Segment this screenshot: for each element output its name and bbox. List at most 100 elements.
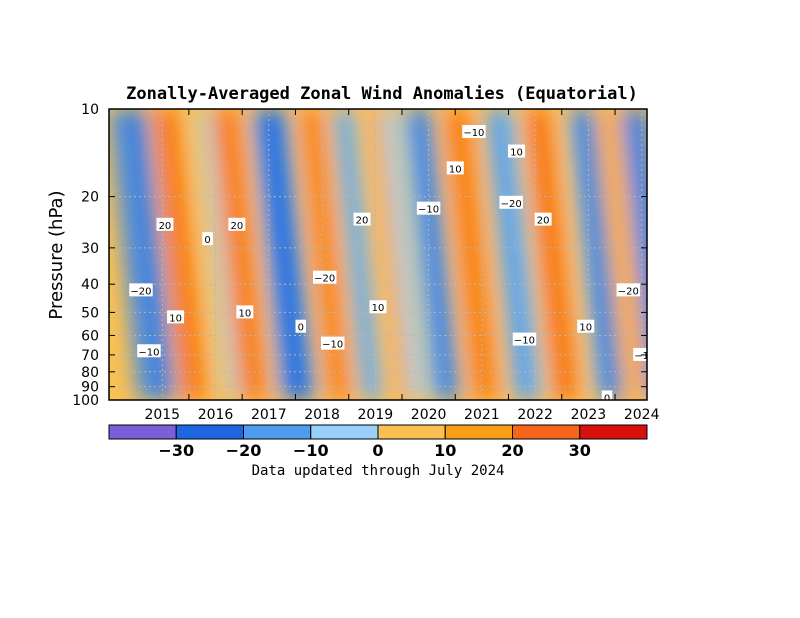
contour-label: 10 bbox=[236, 305, 254, 319]
colorbar-tick-label: 10 bbox=[434, 441, 456, 460]
svg-text:10: 10 bbox=[372, 303, 385, 314]
anomaly-band bbox=[487, 109, 538, 400]
svg-text:20: 20 bbox=[356, 216, 369, 227]
contour-label: 0 bbox=[295, 319, 307, 334]
contour-label: −10 bbox=[462, 125, 486, 139]
x-tick-label: 2019 bbox=[358, 407, 394, 423]
y-tick-label: 50 bbox=[81, 305, 99, 321]
svg-text:−10: −10 bbox=[514, 336, 535, 347]
anomaly-band bbox=[380, 109, 424, 400]
y-tick-label: 70 bbox=[81, 348, 99, 364]
contour-label: 0 bbox=[601, 390, 613, 404]
colorbar-tick-label: 30 bbox=[569, 441, 591, 460]
x-tick-label: 2016 bbox=[198, 407, 234, 423]
colorbar-tick-label: 0 bbox=[372, 441, 383, 460]
anomaly-band bbox=[411, 109, 453, 400]
anomaly-band bbox=[156, 109, 203, 400]
gridlines bbox=[109, 109, 647, 400]
plot-frame bbox=[108, 108, 648, 401]
svg-text:−10: −10 bbox=[418, 205, 439, 216]
colorbar-tick-label: −30 bbox=[158, 441, 194, 460]
y-tick-label: 100 bbox=[72, 393, 99, 409]
contour-label: 20 bbox=[534, 212, 552, 227]
colorbar-swatch bbox=[579, 424, 648, 440]
anomaly-band bbox=[218, 109, 262, 400]
svg-text:−20: −20 bbox=[618, 286, 639, 297]
svg-text:20: 20 bbox=[537, 216, 550, 227]
contour-label: 10 bbox=[167, 310, 185, 324]
x-axis-ticks: 2015 2016 2017 2018 2019 2020 2021 2022 2023 2024 bbox=[144, 109, 660, 423]
x-tick-label: 2018 bbox=[304, 407, 340, 423]
contour-label: −10 bbox=[416, 201, 441, 216]
anomaly-band bbox=[601, 109, 647, 400]
colorbar-tick-label: −10 bbox=[293, 441, 329, 460]
contour-label: −1 bbox=[633, 347, 649, 362]
svg-text:−20: −20 bbox=[314, 274, 335, 285]
svg-text:10: 10 bbox=[579, 323, 592, 334]
x-tick-label: 2017 bbox=[251, 407, 287, 423]
contour-label: 10 bbox=[507, 144, 525, 159]
contour-label: −10 bbox=[512, 332, 537, 347]
svg-text:10: 10 bbox=[449, 164, 462, 175]
anomaly-band bbox=[305, 109, 347, 400]
x-tick-label: 2021 bbox=[464, 407, 500, 423]
contour-label: 0 bbox=[202, 232, 213, 246]
anomaly-band bbox=[198, 109, 237, 400]
anomaly-band bbox=[449, 109, 493, 400]
x-tick-label: 2024 bbox=[624, 407, 660, 423]
svg-text:0: 0 bbox=[604, 393, 610, 404]
svg-text:−10: −10 bbox=[463, 128, 484, 139]
x-tick-label: 2023 bbox=[571, 407, 607, 423]
colorbar-tick-label: −20 bbox=[226, 441, 262, 460]
contour-label: −10 bbox=[320, 336, 345, 351]
y-tick-label: 90 bbox=[81, 380, 99, 396]
colorbar: −30 −20 −10 0 10 20 30 bbox=[108, 424, 648, 460]
data-update-note: Data updated through July 2024 bbox=[252, 463, 505, 479]
contour-label: 20 bbox=[156, 217, 174, 232]
contour-label: −20 bbox=[499, 195, 523, 210]
svg-text:0: 0 bbox=[204, 235, 210, 246]
svg-text:−1: −1 bbox=[634, 351, 649, 362]
colorbar-swatch bbox=[243, 424, 312, 440]
colorbar-swatch bbox=[310, 424, 379, 440]
x-tick-label: 2015 bbox=[144, 407, 180, 423]
x-tick-label: 2022 bbox=[517, 407, 553, 423]
colorbar-swatch bbox=[444, 424, 513, 440]
svg-text:20: 20 bbox=[230, 221, 243, 232]
svg-text:−20: −20 bbox=[501, 199, 522, 210]
chart-title: Zonally-Averaged Zonal Wind Anomalies (E… bbox=[126, 84, 638, 104]
svg-text:−10: −10 bbox=[322, 340, 343, 351]
colorbar-swatch bbox=[512, 424, 581, 440]
svg-text:0: 0 bbox=[298, 323, 304, 334]
y-tick-label: 20 bbox=[81, 190, 99, 206]
svg-text:10: 10 bbox=[169, 313, 182, 324]
colorbar-tick-label: 20 bbox=[501, 441, 523, 460]
y-tick-label: 10 bbox=[81, 102, 99, 118]
contour-label: 20 bbox=[228, 217, 246, 232]
anomaly-band bbox=[112, 109, 147, 400]
contour-label: 10 bbox=[577, 319, 595, 334]
contour-plot-area: 20−2010−10020100−20−102010−1010−1010−202… bbox=[109, 109, 649, 404]
contour-label: −20 bbox=[129, 283, 153, 297]
contour-label: −10 bbox=[137, 344, 161, 358]
x-tick-label: 2020 bbox=[411, 407, 447, 423]
contour-label: 20 bbox=[353, 212, 371, 227]
y-tick-label: 30 bbox=[81, 241, 99, 257]
y-axis-label: Pressure (hPa) bbox=[46, 190, 67, 319]
contour-label: 10 bbox=[369, 300, 387, 314]
anomaly-band bbox=[575, 109, 618, 400]
svg-text:10: 10 bbox=[238, 308, 251, 319]
contour-label: −20 bbox=[312, 270, 337, 285]
colorbar-swatch bbox=[108, 424, 177, 440]
svg-text:20: 20 bbox=[159, 221, 172, 232]
y-tick-label: 40 bbox=[81, 277, 99, 293]
y-tick-label: 60 bbox=[81, 328, 99, 344]
anomaly-band bbox=[528, 109, 576, 400]
svg-text:−10: −10 bbox=[138, 347, 159, 358]
anomaly-band bbox=[128, 109, 171, 400]
contour-label: −20 bbox=[616, 283, 641, 297]
y-tick-label: 80 bbox=[81, 365, 99, 381]
anomaly-band bbox=[335, 109, 380, 400]
